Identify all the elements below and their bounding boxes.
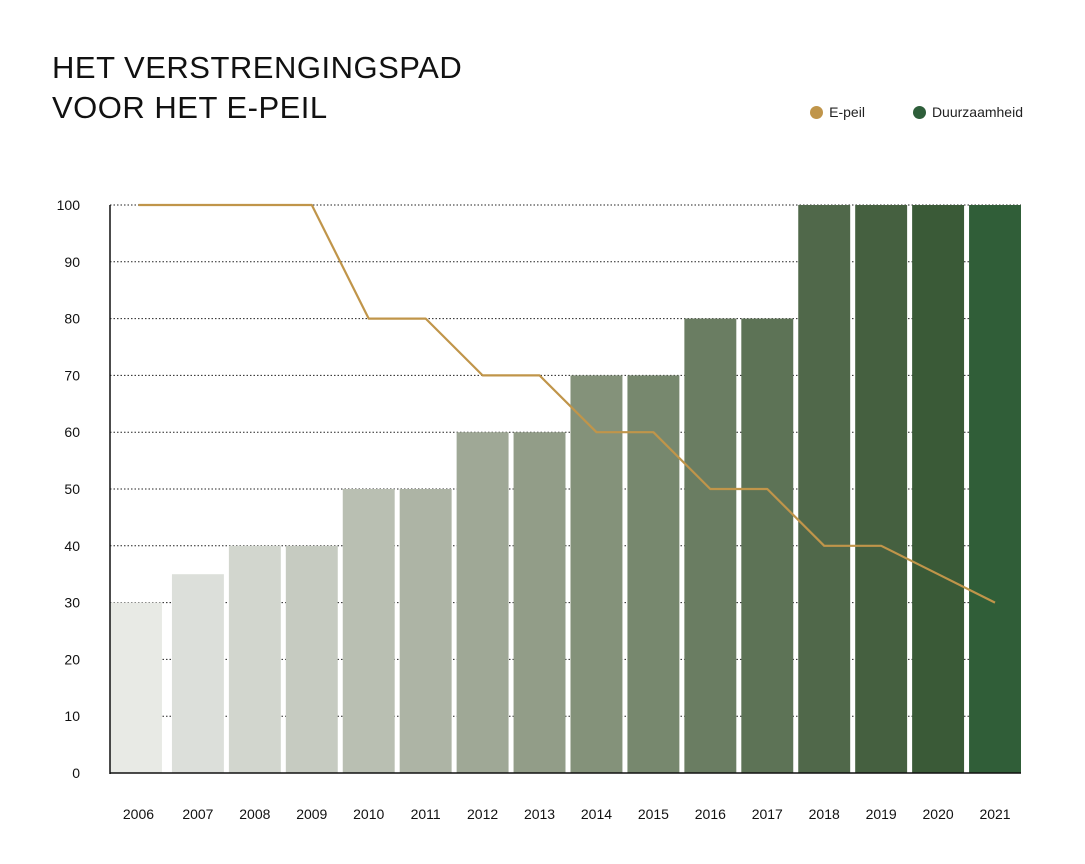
bars [110,205,1021,773]
x-tick-label-2013: 2013 [524,806,555,822]
bar-2015 [627,375,680,773]
x-tick-label-2011: 2011 [411,806,441,822]
bar-2010 [342,489,395,773]
x-tick-label-2009: 2009 [296,806,327,822]
x-tick-label-2020: 2020 [923,806,954,822]
y-tick-label-80: 80 [64,311,80,327]
bar-2019 [855,205,908,773]
x-tick-label-2019: 2019 [866,806,897,822]
legend-label-e-peil: E-peil [829,104,865,120]
chart-title-line-1: HET VERSTRENGINGSPAD [52,50,463,85]
bar-2021 [969,205,1021,773]
e-peil-line-group [138,203,996,604]
bar-2020 [912,205,965,773]
y-tick-label-20: 20 [64,651,80,667]
bar-2009 [285,545,338,773]
bar-2013 [513,432,566,773]
legend-label-duurzaamheid: Duurzaamheid [931,104,1023,120]
bar-2017 [741,318,794,773]
y-tick-label-10: 10 [64,708,80,724]
y-tick-label-40: 40 [64,538,80,554]
y-tick-label-60: 60 [64,424,80,440]
x-tick-label-2012: 2012 [467,806,498,822]
bar-2008 [228,545,281,773]
x-tick-label-2015: 2015 [638,806,669,822]
x-tick-label-2021: 2021 [979,806,1010,822]
bar-2006 [110,602,162,773]
y-tick-label-70: 70 [64,367,80,383]
chart-title-line-2: VOOR HET E-PEIL [52,90,328,125]
bar-2016 [684,318,737,773]
x-tick-label-2018: 2018 [809,806,840,822]
legend-item-e-peil: E-peil [810,104,865,120]
y-tick-label-90: 90 [64,254,80,270]
e-peil-line [138,203,996,604]
bar-2018 [798,205,851,773]
chart-legend: E-peil Duurzaamheid [810,104,1023,120]
x-tick-label-2008: 2008 [239,806,270,822]
x-tick-labels: 2006 2007 2008 2009 2010 2011 2012 2013 2014 2015… [123,806,1011,822]
x-tick-label-2007: 2007 [182,806,213,822]
legend-swatch-e-peil [810,105,824,119]
y-tick-label-100: 100 [57,197,81,213]
y-tick-label-50: 50 [64,481,80,497]
x-tick-label-2010: 2010 [353,806,384,822]
chart-title: HET VERSTRENGINGSPAD VOOR HET E-PEIL [52,48,462,128]
x-tick-label-2016: 2016 [695,806,726,822]
bar-2011 [399,489,452,773]
x-tick-label-2014: 2014 [581,806,612,822]
legend-swatch-duurzaamheid [912,105,926,119]
bar-2007 [171,574,224,773]
legend-item-duurzaamheid: Duurzaamheid [912,104,1023,120]
y-tick-labels: 0 10 20 30 40 50 60 70 80 90 100 [57,197,81,781]
axes [109,205,1021,774]
bar-2014 [570,375,623,773]
x-tick-label-2006: 2006 [123,806,154,822]
x-tick-label-2017: 2017 [752,806,783,822]
y-tick-label-0: 0 [72,765,80,781]
bar-2012 [456,432,509,773]
y-tick-label-30: 30 [64,595,80,611]
